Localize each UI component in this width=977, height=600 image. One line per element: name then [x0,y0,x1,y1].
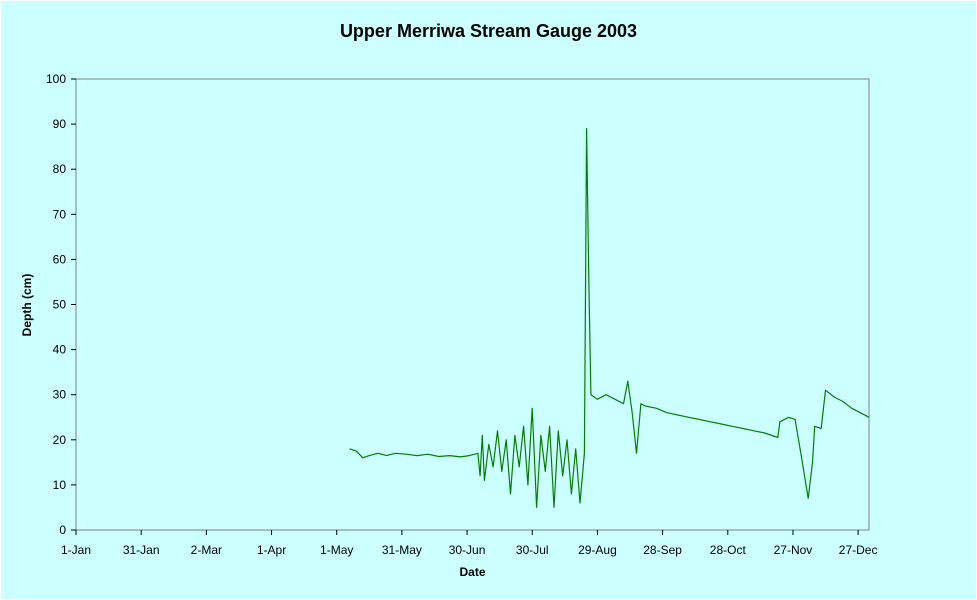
y-tick-label: 20 [53,433,67,447]
x-tick-label: 28-Sep [643,543,682,557]
y-tick-label: 60 [53,252,67,266]
y-tick-label: 70 [53,207,67,221]
y-tick-label: 30 [53,388,67,402]
x-tick-label: 31-Jan [123,543,160,557]
plot-area [75,78,870,531]
x-tick-label: 1-Jan [61,543,91,557]
y-tick-label: 0 [59,523,66,537]
x-tick-label: 27-Nov [774,543,813,557]
series-line-depth [349,128,870,508]
x-tick-label: 2-Mar [191,543,222,557]
x-axis-label: Date [459,565,486,579]
x-tick-label: 31-May [382,543,422,557]
x-axis: 1-Jan 31-Jan 2-Mar 1-Apr 1-May 31-May 30-Jun 30… [61,530,877,557]
x-tick-label: 27-Dec [839,543,878,557]
x-tick-label: 28-Oct [710,543,747,557]
x-tick-label: 30-Jun [449,543,486,557]
y-tick-label: 80 [53,162,67,176]
y-tick-label: 90 [53,117,67,131]
y-tick-label: 40 [53,343,67,357]
y-tick-label: 10 [53,478,67,492]
x-tick-label: 30-Jul [516,543,549,557]
series-group [349,128,870,508]
y-tick-label: 50 [53,298,67,312]
x-tick-label: 29-Aug [578,543,617,557]
y-tick-label: 100 [46,72,66,86]
x-tick-label: 1-May [320,543,353,557]
x-tick-label: 1-Apr [257,543,286,557]
y-axis: 0 10 20 30 40 50 60 70 80 90 100 [46,72,76,537]
chart-title: Upper Merriwa Stream Gauge 2003 [339,21,638,41]
